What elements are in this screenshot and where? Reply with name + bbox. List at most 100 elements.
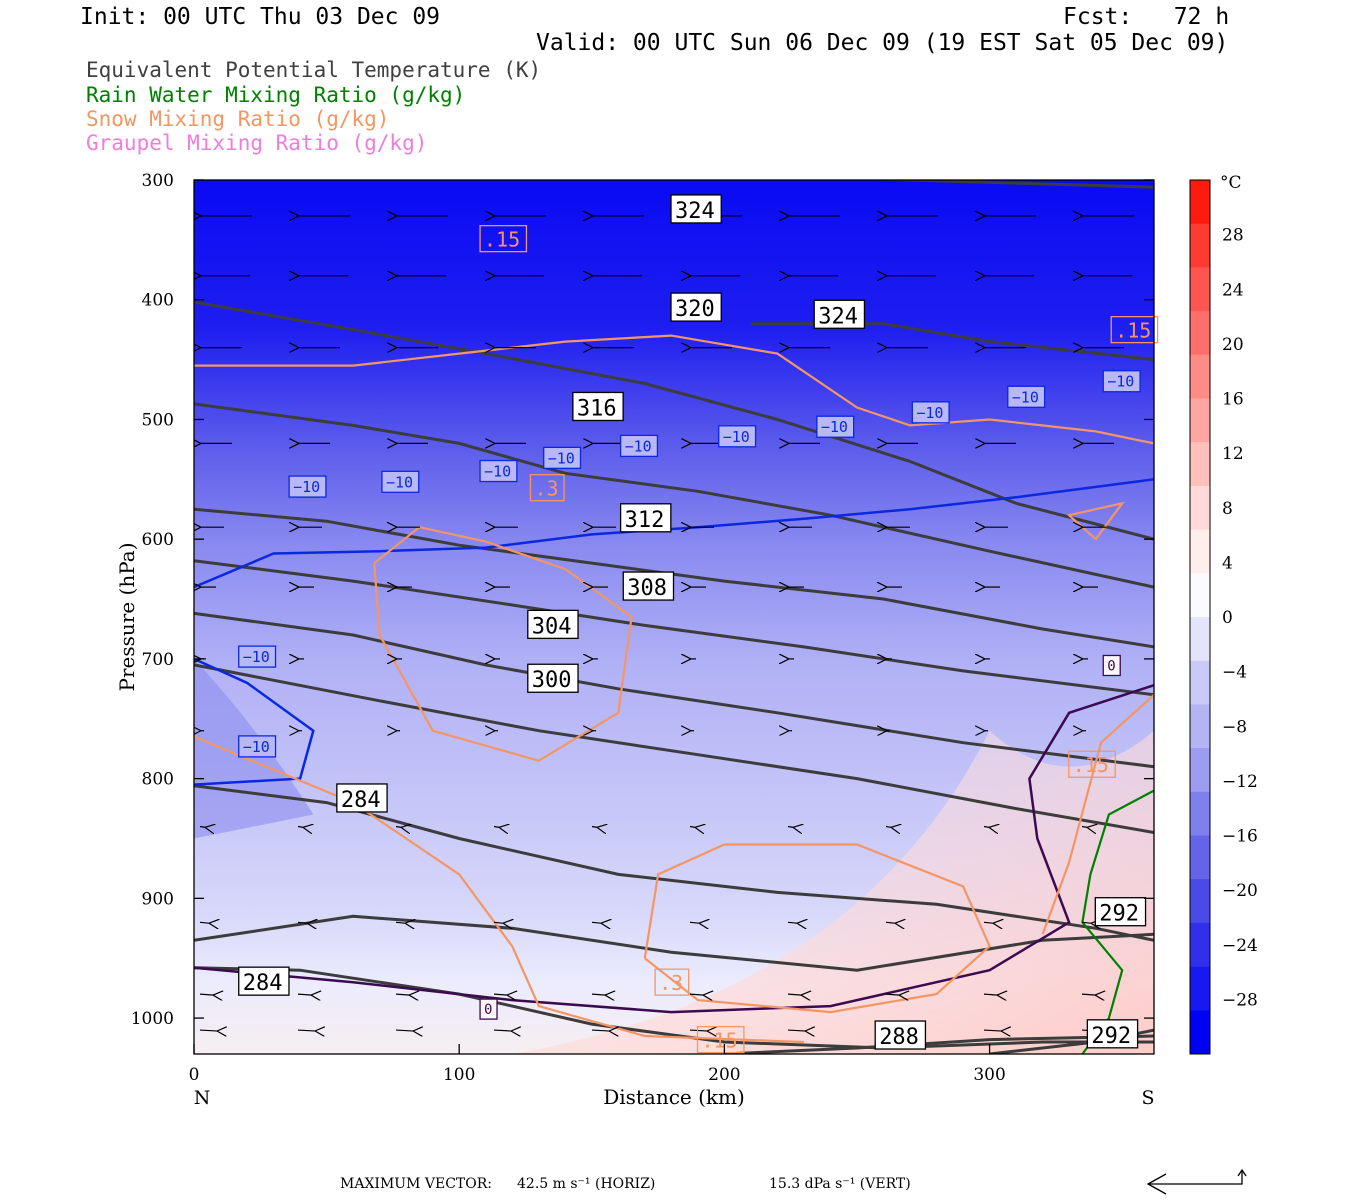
y-tick-label: 700 [142,650,174,670]
colorbar-tick-label: 28 [1222,226,1244,246]
isotherm-zero-label-box [479,998,498,1020]
x-axis-title: Distance (km) [603,1085,745,1109]
north-label: N [194,1087,211,1109]
wind-vector [787,994,802,995]
y-tick-label: 800 [142,770,174,790]
colorbar-tick-label: −4 [1222,663,1247,683]
isotherm-label-box [381,470,420,493]
theta-e-label: 284 [243,971,283,996]
theta-e-label: 316 [577,396,617,421]
isotherm-label: −10 [243,738,270,756]
isotherm-label-box [1102,370,1141,393]
isotherm-label: −10 [916,404,943,422]
theta-e-label-box [1086,1019,1139,1049]
isotherm-zero-label: 0 [1107,658,1115,674]
colorbar-tick-label: 12 [1222,444,1244,464]
isotherm-label-box [619,434,659,458]
colorbar-tick-label: 20 [1222,335,1244,355]
wind-vector [689,994,704,995]
colorbar-band [1190,922,1210,968]
theta-e-label: 304 [532,614,572,639]
y-tick-label: 1000 [131,1009,174,1029]
y-tick-label: 500 [142,410,174,430]
snow-label-box [654,968,690,996]
isotherm-label: −10 [1107,373,1134,391]
forecast-hour-label: Fcst: 72 h [1063,4,1230,30]
valid-time-label: Valid: 00 UTC Sun 06 Dec 09 (19 EST Sat … [536,30,1229,56]
colorbar-frame [1189,179,1211,1055]
colorbar-tick-label: 8 [1222,499,1233,519]
max-vector-label: MAXIMUM VECTOR: [340,1176,492,1192]
reference-vector-icon [1146,1168,1247,1195]
isotherm-label-box [718,425,757,448]
wind-vector [297,922,308,923]
theta-e-label-box [670,292,722,322]
isotherm-label-box [479,459,518,483]
colorbar-band [1190,573,1210,618]
y-tick-label: 400 [142,291,174,311]
snow-contour [373,526,633,762]
isotherm-label-box [911,401,950,424]
south-label: S [1141,1087,1154,1109]
wind-vector [493,994,508,995]
theta-e-label: 308 [627,576,667,601]
snow-label-box [529,474,565,502]
colorbar-band [1190,180,1210,225]
colorbar-tick-label: −24 [1222,936,1258,956]
legend-graupel: Graupel Mixing Ratio (g/kg) [86,131,428,155]
x-tick-label: 100 [443,1065,475,1085]
snow-label: .3 [534,477,558,501]
theta-e-label: 320 [675,297,715,322]
theta-e-label-box [238,966,290,996]
colorbar-band [1190,966,1210,1011]
wind-vector [983,827,990,828]
colorbar-band [1190,485,1210,531]
wind-vector [885,922,896,923]
warm-sector [512,730,1154,1054]
isotherm-label-box [288,475,327,498]
wind-vector [885,827,892,828]
wind-vector [1081,922,1092,923]
isotherm-label: −10 [243,648,270,666]
theta-e-label-box [572,391,624,422]
theta-e-label: 284 [341,788,381,813]
colorbar-band [1190,442,1210,487]
snow-label-box [1068,750,1116,778]
colorbar-tick-label: −20 [1222,881,1258,901]
temperature-shading [194,180,1154,1054]
theta-e-label: 300 [532,668,572,693]
colorbar-tick-label: 24 [1222,280,1244,300]
legend-theta-e: Equivalent Potential Temperature (K) [86,58,542,82]
theta-e-label-box [619,503,672,533]
colorbar-band [1190,660,1210,705]
isotherm-zero [194,684,1154,1014]
x-tick-label: 300 [973,1065,1005,1085]
wind-vector [885,994,900,995]
wind-vector [199,827,206,828]
theta-e-contour [194,611,1154,769]
wind-vector [787,827,794,828]
theta-e-label-box [527,663,579,693]
y-tick-label: 900 [142,889,174,909]
wind-vector [493,827,500,828]
snow-label-box [479,225,528,253]
colorbar-band [1190,1010,1210,1055]
snow-contour [194,334,1154,445]
wind-vector [395,1030,414,1031]
colorbar-band [1190,311,1210,356]
theta-e-label-box [1094,897,1147,927]
snow-contour [1041,693,1154,935]
colorbar-band [1190,835,1210,880]
wind-vector [787,922,798,923]
wind-vector [591,922,602,923]
isotherm-label: −10 [386,473,413,491]
wind-vector [297,1030,316,1031]
colorbar-tick-label: 0 [1222,608,1233,628]
wind-vector [199,994,214,995]
snow-contour [643,843,991,1014]
theta-e-contour [194,300,1154,541]
wind-vector [199,922,210,923]
init-time-label: Init: 00 UTC Thu 03 Dec 09 [80,4,441,30]
wind-vector [983,922,994,923]
